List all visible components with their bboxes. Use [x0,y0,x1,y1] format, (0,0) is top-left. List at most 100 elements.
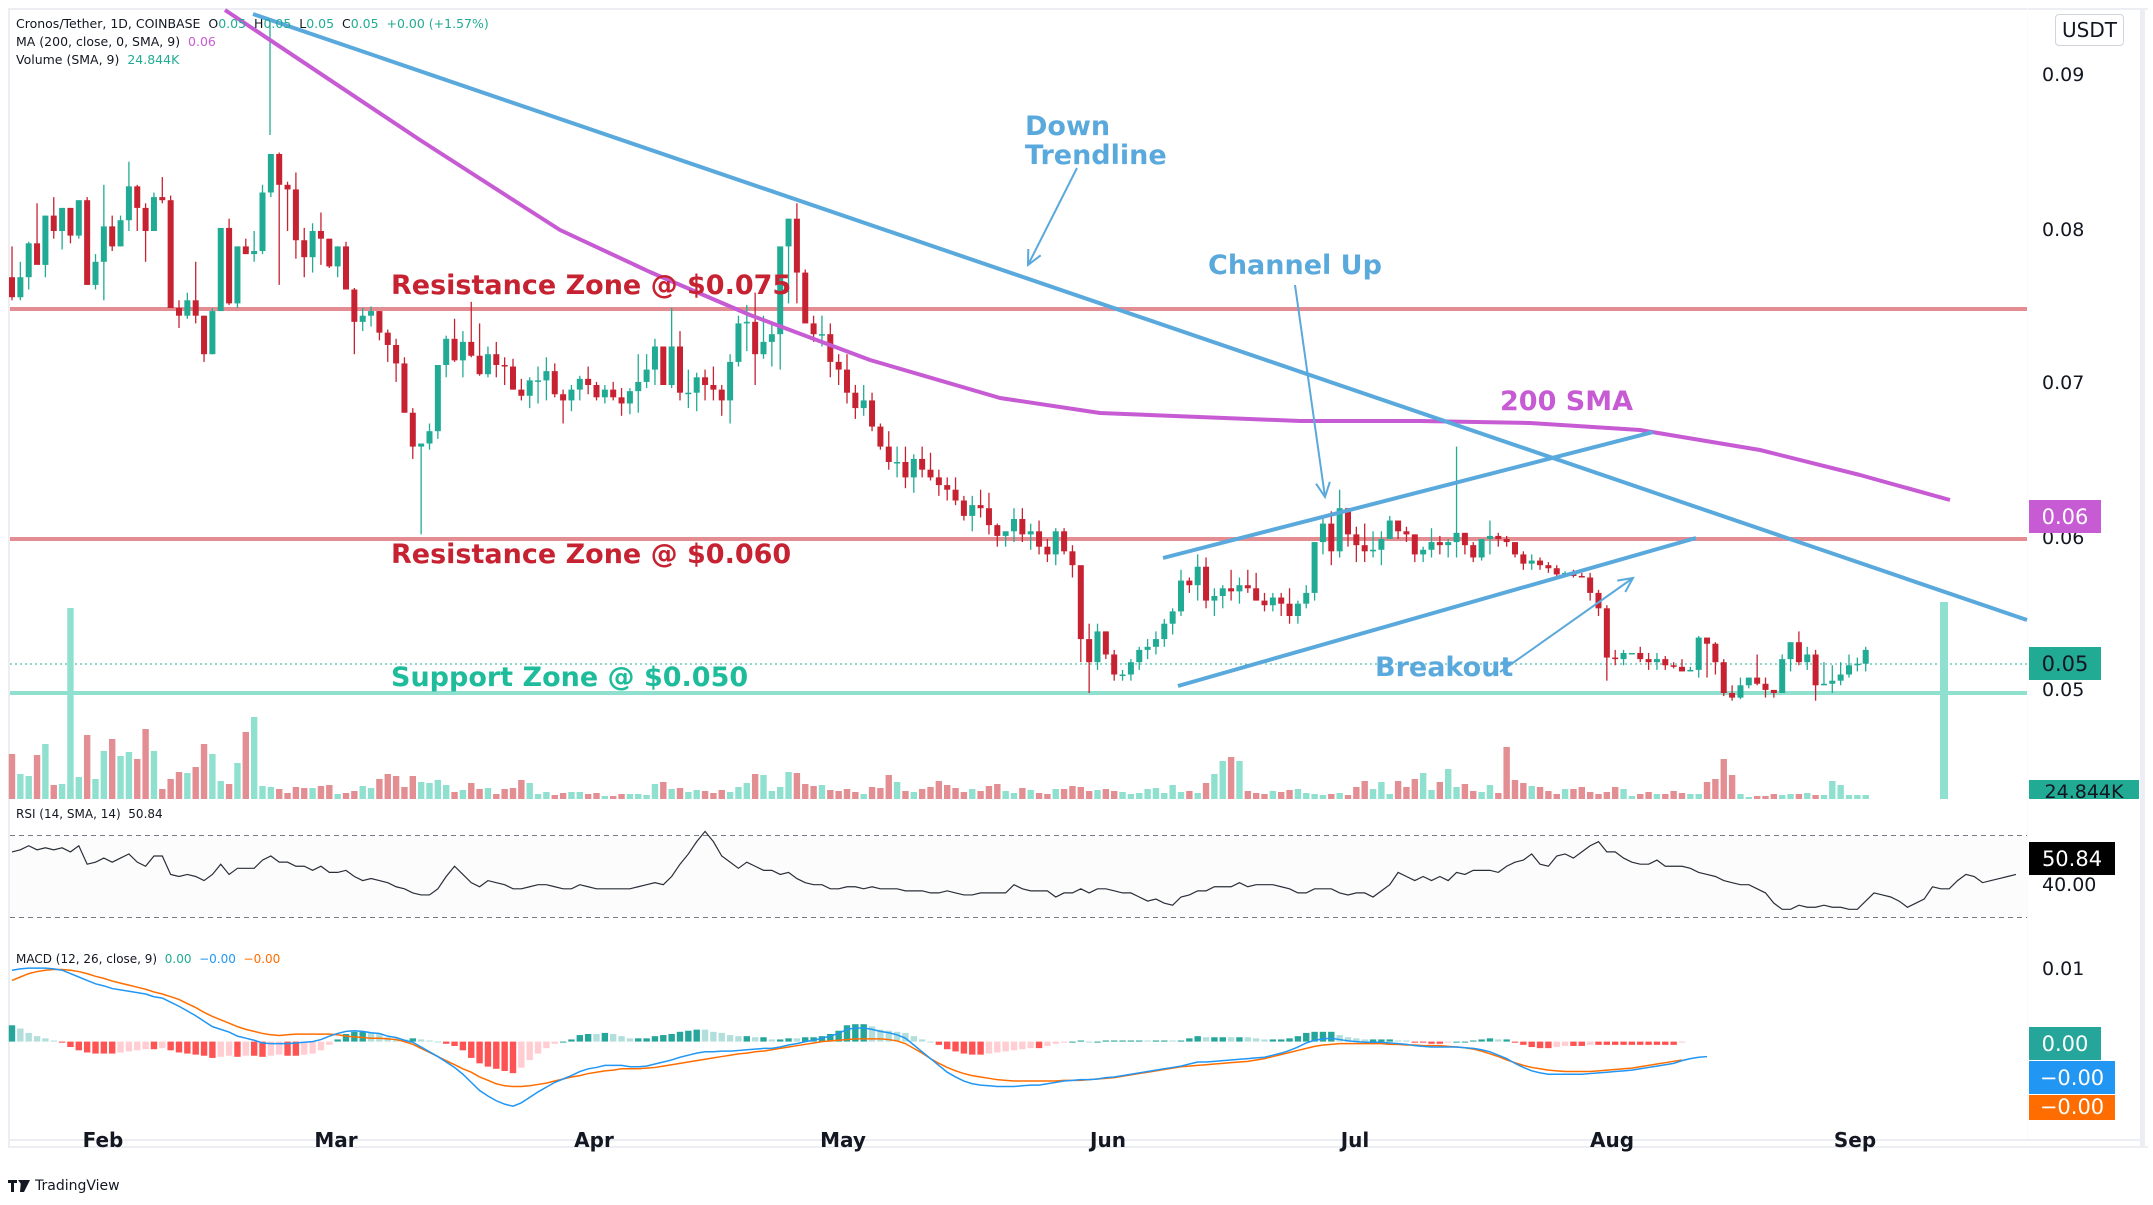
currency-button[interactable]: USDT [2055,14,2124,46]
macd-histogram-bar [443,1041,450,1044]
rsi-axis-tick: 40.00 [2042,874,2097,896]
candle [785,218,792,247]
volume-bar [994,784,1001,799]
macd-histogram-bar [1453,1041,1460,1043]
macd-histogram-bar [1386,1039,1393,1042]
candle [376,311,383,333]
macd-histogram-bar [1211,1037,1218,1042]
volume-bar [25,776,32,799]
volume-bar [367,788,375,799]
macd-histogram-bar [1520,1041,1527,1045]
volume-bar [693,790,700,799]
macd-histogram-bar [309,1041,316,1054]
candle [977,505,984,509]
macd-histogram-bar [1002,1041,1009,1052]
volume-bar [952,788,959,799]
macd-legend[interactable]: MACD (12, 26, close, 9) 0.00 −0.00 −0.00 [16,952,281,966]
macd-histogram-bar [1027,1041,1034,1049]
macd-histogram-bar [292,1041,300,1056]
candle [1319,523,1326,543]
macd-histogram-bar [1010,1041,1018,1051]
volume-bar [718,790,725,799]
candle [242,246,249,255]
candle [1077,565,1084,640]
macd-histogram-bar [1119,1040,1126,1042]
candle [1361,545,1368,552]
volume-bar [342,793,350,799]
tradingview-footer[interactable]: TradingView [8,1178,120,1194]
macd-histogram-bar [701,1029,709,1042]
macd-histogram-bar [501,1041,508,1071]
candle [869,400,876,427]
resistance-060-label: Resistance Zone @ $0.060 [391,539,792,570]
rsi-legend[interactable]: RSI (14, SMA, 14) 50.84 [16,807,163,821]
candle [109,226,116,247]
volume-bar [1461,784,1469,799]
candle [468,341,475,356]
macd-histogram-bar [1127,1040,1135,1042]
macd-histogram-bar [568,1039,575,1042]
volume-bar [1303,793,1310,799]
candle [176,308,182,316]
macd-histogram-bar [626,1038,634,1042]
volume-bar [852,792,859,799]
macd-histogram-bar [1219,1037,1226,1042]
volume-legend[interactable]: Volume (SMA, 9) 24.844K [16,52,180,67]
candle [1595,592,1602,609]
high-value: 0.05 [263,16,292,31]
candle [1144,646,1151,650]
volume-bars [8,602,1948,799]
macd-histogram-bar [192,1041,199,1055]
breakout-arrow [1499,577,1634,673]
volume-bar [1353,787,1360,799]
volume-bar [843,789,851,799]
macd-histogram-bar [1177,1040,1185,1042]
candle [1411,534,1418,555]
candle [1745,677,1752,686]
candle [343,246,349,290]
macd-histogram-bar [1328,1031,1335,1042]
candle [702,377,709,385]
volume-bar [1069,786,1076,799]
candle [1378,539,1385,550]
macd-histogram-bar [509,1041,517,1074]
volume-bar [1445,769,1452,799]
candle [1754,677,1761,684]
volume-bar [92,779,99,799]
ma-legend[interactable]: MA (200, close, 0, SMA, 9) 0.06 [16,34,216,49]
macd-histogram-bar [100,1041,108,1054]
macd-histogram-bar [860,1024,867,1042]
volume-bar [117,756,124,799]
candle [334,246,341,267]
macd-histogram-bar [1052,1041,1059,1044]
macd-histogram-bar [1085,1041,1093,1043]
volume-bar [576,792,583,799]
candle [685,392,692,395]
candle [125,186,132,221]
macd-histogram-bar [58,1041,66,1043]
candle [25,243,32,278]
volume-bar [284,793,291,799]
candle [710,385,717,390]
candle [150,197,157,231]
candle [852,392,859,409]
macd-histogram-bar [1545,1041,1552,1049]
candle [1152,639,1159,647]
macd-histogram-bar [1662,1041,1669,1045]
macd-histogram-bar [175,1041,183,1053]
macd-histogram-bar [952,1041,959,1052]
macd-histogram-bar [927,1041,934,1043]
volume-bar [1369,789,1377,799]
volume-bar [225,784,233,799]
candle [885,446,892,462]
macd-histogram-bar [1478,1039,1485,1042]
volume-bar [292,787,300,799]
macd-histogram-bar [610,1033,617,1042]
candle [1537,560,1544,566]
macd-histogram-bar [426,1040,433,1042]
candle [493,354,500,365]
volume-bar [1278,792,1285,799]
candle [1854,663,1861,666]
volume-bar [977,791,984,799]
